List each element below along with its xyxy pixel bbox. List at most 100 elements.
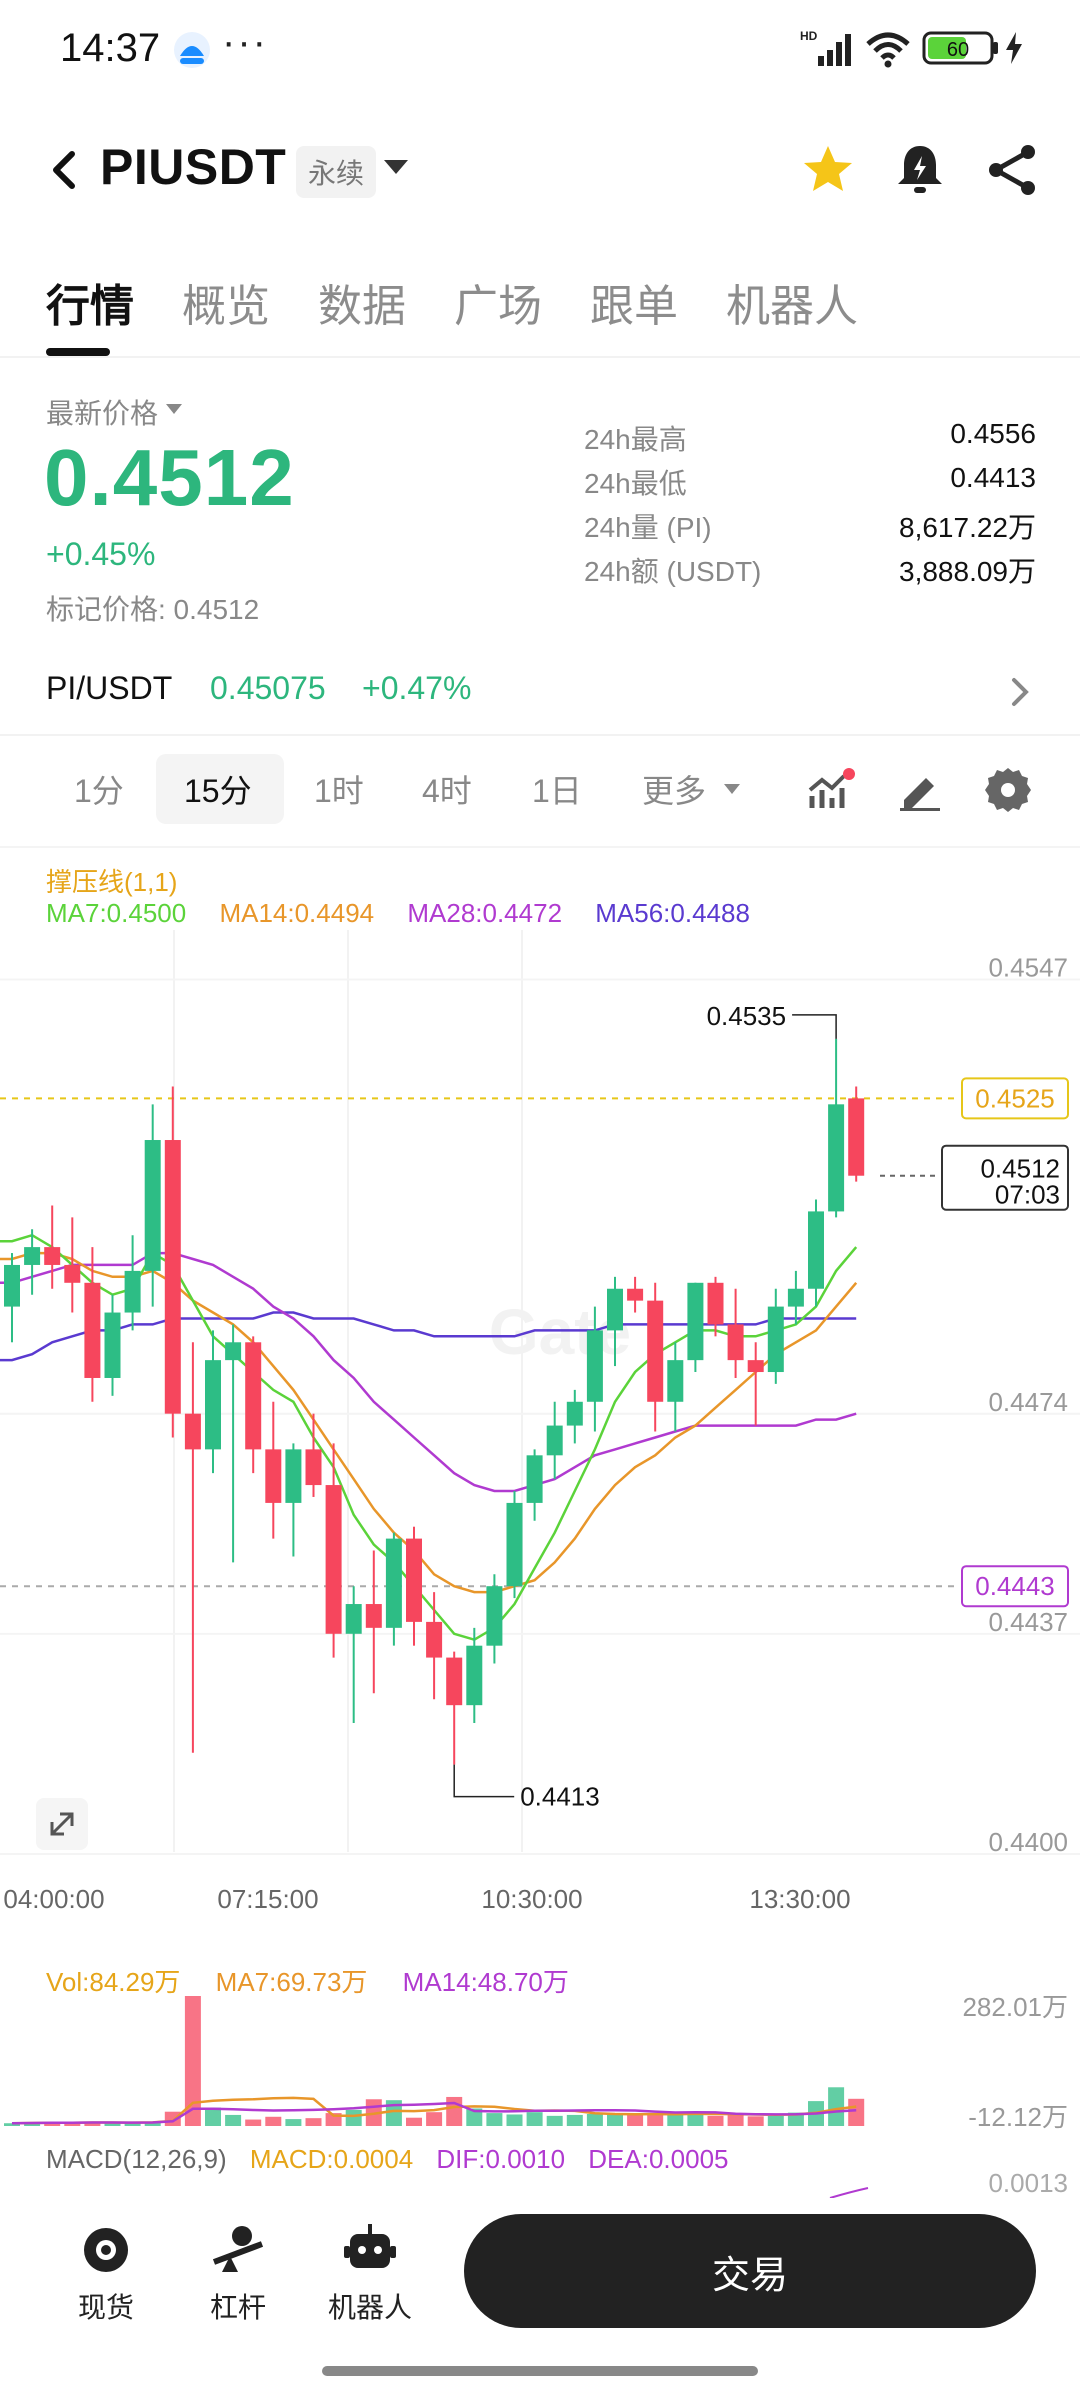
active-interval-highlight <box>156 754 284 824</box>
stat-value-24h-high: 0.4556 <box>950 418 1036 449</box>
candle <box>365 1550 382 1694</box>
tab-market[interactable]: 行情 <box>46 282 134 331</box>
stat-label-24h-low: 24h最低 <box>584 468 687 499</box>
candle-body <box>24 1247 41 1265</box>
tab-overview[interactable]: 概览 <box>182 282 270 331</box>
nav-bot[interactable]: 机器人 <box>310 2222 430 2326</box>
candle <box>305 1413 322 1497</box>
trade-button[interactable]: 交易 <box>464 2214 1036 2328</box>
tab-bot[interactable]: 机器人 <box>726 282 858 331</box>
candle-body <box>345 1604 362 1634</box>
main-tabs: 行情 概览 数据 广场 跟单 机器人 <box>0 260 1080 356</box>
spot-pair-row[interactable]: PI/USDT 0.45075 +0.47% <box>0 660 1080 720</box>
vol-legend-value: Vol:84.29万 <box>46 1967 181 1997</box>
favorite-star-icon[interactable] <box>800 142 856 198</box>
candle-body <box>365 1604 382 1628</box>
latest-price-label[interactable]: 最新价格 <box>46 398 159 429</box>
macd-value: MACD:0.0004 <box>249 2144 414 2174</box>
interval-more[interactable]: 更多 <box>642 773 707 809</box>
candle-body <box>647 1300 664 1402</box>
volume-legend: Vol:84.29万 MA7:69.73万 MA14:48.70万 <box>46 1962 597 1999</box>
min-price-leader <box>453 1764 515 1798</box>
volume-chart[interactable]: 282.01万 -12.12万 <box>0 1980 1080 2130</box>
volume-bar <box>767 2115 784 2126</box>
stat-value-24h-turnover: 3,888.09万 <box>899 556 1036 587</box>
support-resistance-legend[interactable]: 撑压线(1,1) <box>46 867 178 897</box>
volume-bar <box>466 2108 483 2126</box>
nav-margin[interactable]: 杠杆 <box>178 2222 298 2326</box>
candle-body <box>828 1104 845 1212</box>
chevron-down-icon[interactable] <box>166 404 182 414</box>
vol-axis-min: -12.12万 <box>968 2102 1068 2130</box>
macd-axis-label: 0.0013 <box>988 2168 1068 2198</box>
spot-pair-name: PI/USDT <box>46 670 173 706</box>
volume-bar <box>24 2122 41 2126</box>
candle-body <box>707 1282 724 1325</box>
fullscreen-button[interactable] <box>36 1798 88 1850</box>
tab-data[interactable]: 数据 <box>318 282 406 331</box>
indicator-icon[interactable] <box>808 768 856 812</box>
volume-bar <box>848 2098 865 2126</box>
battery-icon: 60 <box>922 31 998 65</box>
volume-bar <box>265 2116 282 2126</box>
candle-body <box>667 1360 684 1402</box>
candle <box>566 1389 583 1444</box>
candle-body <box>787 1288 804 1307</box>
last-price: 0.4512 <box>44 433 295 522</box>
bottom-nav: 现货 杠杆 机器人 交易 <box>0 2200 1080 2400</box>
pair-title[interactable]: PIUSDT <box>100 139 287 195</box>
volume-bar <box>4 2123 20 2126</box>
candle <box>546 1401 563 1480</box>
interval-15m[interactable]: 15分 <box>184 773 252 809</box>
candle <box>385 1532 402 1646</box>
svg-text:HD: HD <box>800 29 818 43</box>
vol-ma14-line <box>11 2101 857 2125</box>
candle-body <box>164 1140 181 1414</box>
interval-4h[interactable]: 4时 <box>422 773 472 809</box>
max-price-leader <box>792 1014 837 1039</box>
candle-body <box>305 1449 322 1486</box>
candle <box>607 1276 623 1367</box>
candle <box>64 1217 81 1313</box>
candle <box>184 1342 201 1753</box>
spot-coin-icon <box>84 2228 128 2272</box>
volume-bar <box>687 2113 704 2126</box>
stat-label-24h-high: 24h最高 <box>584 424 687 455</box>
back-icon[interactable] <box>40 142 90 198</box>
candle <box>285 1443 302 1557</box>
svg-text:60: 60 <box>947 39 969 61</box>
spot-price: 0.45075 <box>210 670 326 706</box>
stat-label-24h-turnover: 24h额 (USDT) <box>584 556 762 587</box>
chevron-down-icon[interactable] <box>724 784 740 794</box>
candle-body <box>446 1657 463 1706</box>
chevron-down-icon[interactable] <box>384 160 408 174</box>
tab-square[interactable]: 广场 <box>454 282 542 331</box>
candle <box>747 1342 764 1426</box>
support-box <box>961 1565 1069 1608</box>
candle-body <box>727 1324 744 1361</box>
price-alert-bell-icon[interactable] <box>892 140 948 200</box>
contract-type-tag[interactable]: 永续 <box>296 146 377 198</box>
candle <box>426 1592 443 1700</box>
y-axis-tick: 0.4437 <box>988 1607 1068 1637</box>
ma-legend[interactable]: MA7:0.4500 MA14:0.4494 MA28:0.4472 MA56:… <box>46 898 776 929</box>
chevron-right-icon[interactable] <box>1002 672 1038 712</box>
status-bar: 14:37 ··· HD 60 <box>0 0 1080 96</box>
support-label: 0.4443 <box>975 1571 1055 1601</box>
share-icon[interactable] <box>984 142 1040 198</box>
vol-axis-max: 282.01万 <box>962 1992 1068 2022</box>
candle-body <box>385 1538 402 1628</box>
drawing-tool-icon[interactable] <box>896 768 944 812</box>
volume-bar <box>828 2087 845 2126</box>
candle <box>828 1038 845 1218</box>
interval-1d[interactable]: 1日 <box>532 773 582 809</box>
nav-spot[interactable]: 现货 <box>46 2222 166 2326</box>
interval-1m[interactable]: 1分 <box>74 773 124 809</box>
interval-1h[interactable]: 1时 <box>314 773 364 809</box>
candle-body <box>184 1413 201 1450</box>
tab-copy-trading[interactable]: 跟单 <box>590 282 678 331</box>
candle <box>727 1288 744 1378</box>
candle-body <box>84 1282 101 1378</box>
gear-icon[interactable] <box>984 766 1032 814</box>
